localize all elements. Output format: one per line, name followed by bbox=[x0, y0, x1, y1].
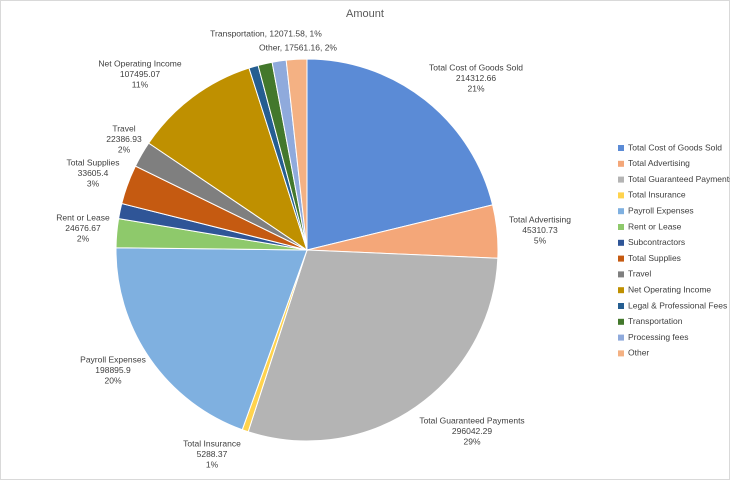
legend-swatch bbox=[618, 318, 624, 325]
data-label: Payroll Expenses bbox=[80, 354, 146, 364]
data-label: 29% bbox=[463, 436, 480, 446]
legend-swatch bbox=[618, 255, 624, 262]
legend-label: Payroll Expenses bbox=[628, 205, 694, 215]
legend-swatch bbox=[618, 303, 624, 309]
data-label: Other, 17561.16, 2% bbox=[259, 42, 337, 52]
pie-slice bbox=[306, 58, 494, 251]
data-label: Total Insurance bbox=[183, 438, 241, 448]
legend-swatch bbox=[618, 239, 624, 246]
legend-swatch bbox=[618, 334, 624, 341]
data-label: 296042.29 bbox=[452, 426, 492, 436]
legend-label: Total Insurance bbox=[628, 190, 686, 200]
legend-label: Processing fees bbox=[628, 332, 688, 342]
data-label: 2% bbox=[118, 144, 131, 154]
legend-label: Net Operating Income bbox=[628, 284, 711, 294]
legend-swatch bbox=[618, 224, 624, 230]
data-label: Total Supplies bbox=[67, 157, 120, 167]
legend-label: Transportation bbox=[628, 316, 683, 326]
legend-label: Subcontractors bbox=[628, 237, 685, 247]
legend-label: Total Cost of Goods Sold bbox=[628, 142, 722, 152]
legend-label: Other bbox=[628, 348, 649, 358]
pie-slice bbox=[247, 249, 499, 442]
data-label: 45310.73 bbox=[522, 225, 558, 235]
data-label: Transportation, 12071.58, 1% bbox=[210, 28, 322, 38]
legend-label: Total Supplies bbox=[628, 253, 681, 263]
legend-swatch bbox=[618, 160, 624, 167]
pie-slice bbox=[115, 247, 308, 431]
data-label: Total Cost of Goods Sold bbox=[429, 62, 523, 72]
legend-swatch bbox=[618, 192, 624, 199]
chart-title: Amount bbox=[346, 8, 384, 20]
legend-label: Rent or Lease bbox=[628, 221, 682, 231]
data-label: 1% bbox=[206, 459, 219, 469]
data-label: 11% bbox=[132, 79, 149, 89]
pie-slice bbox=[148, 67, 308, 252]
data-label: 33605.4 bbox=[78, 168, 109, 178]
legend-label: Total Guaranteed Payments bbox=[628, 174, 730, 184]
data-label: 24676.67 bbox=[65, 223, 101, 233]
data-label: Total Guaranteed Payments bbox=[419, 415, 524, 425]
legend-swatch bbox=[618, 271, 624, 278]
data-label: Travel bbox=[112, 123, 135, 133]
data-label: 3% bbox=[87, 178, 100, 188]
legend-swatch bbox=[618, 176, 624, 183]
legend-label: Travel bbox=[628, 269, 651, 279]
data-label: Rent or Lease bbox=[56, 212, 110, 222]
data-label: 20% bbox=[104, 375, 121, 385]
data-label: 5% bbox=[534, 235, 547, 245]
data-label: Net Operating Income bbox=[98, 58, 181, 68]
legend-swatch bbox=[618, 145, 624, 151]
legend-label: Total Advertising bbox=[628, 158, 690, 168]
legend-swatch bbox=[618, 350, 624, 357]
data-label: Total Advertising bbox=[509, 214, 571, 224]
data-label: 198895.9 bbox=[95, 365, 131, 375]
data-label: 2% bbox=[77, 233, 90, 243]
pie-slice bbox=[285, 58, 308, 251]
data-label: 214312.66 bbox=[456, 73, 496, 83]
data-label: 22386.93 bbox=[106, 134, 142, 144]
data-label: 5288.37 bbox=[197, 449, 228, 459]
legend-label: Legal & Professional Fees bbox=[628, 300, 727, 310]
legend-swatch bbox=[618, 287, 624, 294]
legend-swatch bbox=[618, 208, 624, 215]
data-label: 107495.07 bbox=[120, 69, 160, 79]
data-label: 21% bbox=[467, 83, 484, 93]
